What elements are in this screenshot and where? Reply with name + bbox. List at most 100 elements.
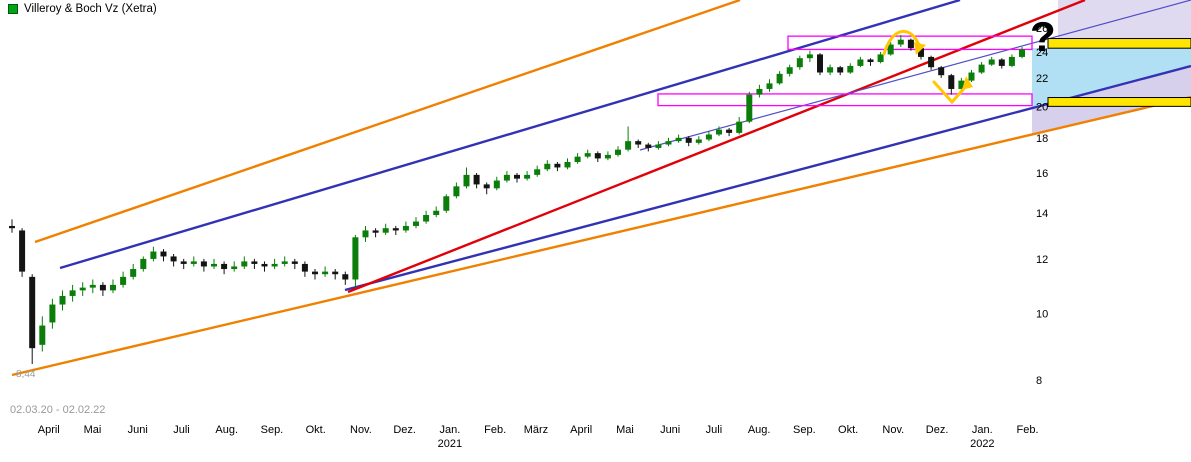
candle-down xyxy=(99,284,106,291)
candle-down xyxy=(928,56,935,68)
candle-up xyxy=(423,215,430,222)
low-price-label: 8,44 xyxy=(16,369,36,380)
orange-lower-channel xyxy=(11,95,1191,377)
x-axis-month-label: Jan. xyxy=(440,424,461,436)
x-axis-month-label: Nov. xyxy=(882,424,904,436)
candle-up xyxy=(665,141,672,145)
candle-up xyxy=(453,186,460,197)
y-axis-label: 24 xyxy=(1036,47,1048,59)
candle-up xyxy=(493,180,500,189)
candle-down xyxy=(392,228,399,231)
candle-up xyxy=(1019,49,1025,57)
candle-up xyxy=(231,266,238,270)
candle-up xyxy=(978,64,985,73)
y-axis-label: 14 xyxy=(1036,208,1048,220)
candle-down xyxy=(948,75,955,89)
yellow-top-arc-arrow xyxy=(882,29,922,56)
yellow-bottom-v-arrow xyxy=(932,80,970,105)
candle-down xyxy=(554,163,561,168)
lavender-zone-top xyxy=(1058,0,1191,40)
x-axis-month-label: Sep. xyxy=(261,424,284,436)
candle-up xyxy=(958,80,965,89)
candle-up xyxy=(796,58,803,68)
candle-down xyxy=(514,174,520,179)
x-axis-month-label: Jan. xyxy=(972,424,993,436)
candle-up xyxy=(857,59,864,66)
candle-down xyxy=(938,67,945,76)
blue-upper-channel xyxy=(59,0,961,270)
candle-up xyxy=(988,59,995,65)
thin-blue-trendline xyxy=(639,0,1191,151)
date-range-label: 02.03.20 - 02.02.22 xyxy=(10,404,106,416)
candle-up xyxy=(463,174,470,187)
y-axis-label: 10 xyxy=(1036,308,1048,320)
candle-up xyxy=(968,72,975,81)
candle-up xyxy=(705,134,712,140)
candle-up xyxy=(746,94,753,122)
candle-down xyxy=(998,59,1005,66)
candle-down xyxy=(867,59,874,63)
y-axis-label: 18 xyxy=(1036,133,1048,145)
candle-down xyxy=(180,261,187,264)
candle-down xyxy=(332,271,339,275)
x-axis-month-label: Aug. xyxy=(215,424,238,436)
candle-down xyxy=(160,251,167,257)
candle-up xyxy=(241,261,248,267)
candle-down xyxy=(817,54,823,73)
candle-up xyxy=(695,139,702,143)
candle-down xyxy=(594,153,601,159)
candle-up xyxy=(69,290,76,296)
candle-up xyxy=(776,73,783,84)
candle-up xyxy=(655,144,662,148)
candle-up xyxy=(49,304,56,323)
candle-up xyxy=(877,54,884,63)
candle-down xyxy=(635,141,642,145)
x-axis-month-label: Juni xyxy=(660,424,680,436)
candle-up xyxy=(544,163,551,170)
candle-down xyxy=(19,230,26,272)
candle-down xyxy=(261,263,268,267)
x-axis-year-label: 2021 xyxy=(438,438,462,450)
candle-up xyxy=(120,276,127,285)
y-axis-label: 16 xyxy=(1036,168,1048,180)
candle-down xyxy=(29,276,36,349)
x-axis-month-label: Feb. xyxy=(1017,424,1039,436)
candle-up xyxy=(604,154,611,159)
candle-up xyxy=(382,228,389,233)
x-axis-month-label: April xyxy=(570,424,592,436)
magenta-support-box xyxy=(657,93,1033,107)
candle-down xyxy=(837,67,844,73)
candle-up xyxy=(110,284,116,291)
x-axis-month-label: Dez. xyxy=(926,424,949,436)
x-axis-month-label: Okt. xyxy=(306,424,326,436)
y-axis-label: 20 xyxy=(1036,101,1048,113)
candle-up xyxy=(150,251,157,259)
candle-up xyxy=(1008,56,1015,66)
candle-down xyxy=(291,261,298,264)
candle-up xyxy=(362,230,369,238)
y-axis-label: 12 xyxy=(1036,254,1048,266)
x-axis-month-label: Feb. xyxy=(484,424,506,436)
red-trendline xyxy=(347,0,1086,294)
candle-up xyxy=(79,287,86,291)
candle-down xyxy=(685,137,692,143)
candle-up xyxy=(140,258,147,270)
candle-up xyxy=(615,149,621,155)
candle-up xyxy=(847,65,854,73)
candle-up xyxy=(827,67,834,73)
candle-up xyxy=(322,271,329,275)
candle-up xyxy=(584,153,591,157)
candle-up xyxy=(806,54,813,59)
x-axis-month-label: März xyxy=(524,424,548,436)
y-axis-label: 26 xyxy=(1036,23,1048,35)
yellow-top-arc-arrow-head xyxy=(914,42,926,55)
candle-up xyxy=(524,174,531,179)
x-axis-month-label: Juli xyxy=(173,424,190,436)
candle-up xyxy=(736,121,743,133)
candle-down xyxy=(342,274,349,280)
candle-up xyxy=(716,129,722,135)
question-mark-annotation: ? xyxy=(1030,13,1056,60)
candle-down xyxy=(301,263,308,272)
candle-down xyxy=(918,48,924,57)
